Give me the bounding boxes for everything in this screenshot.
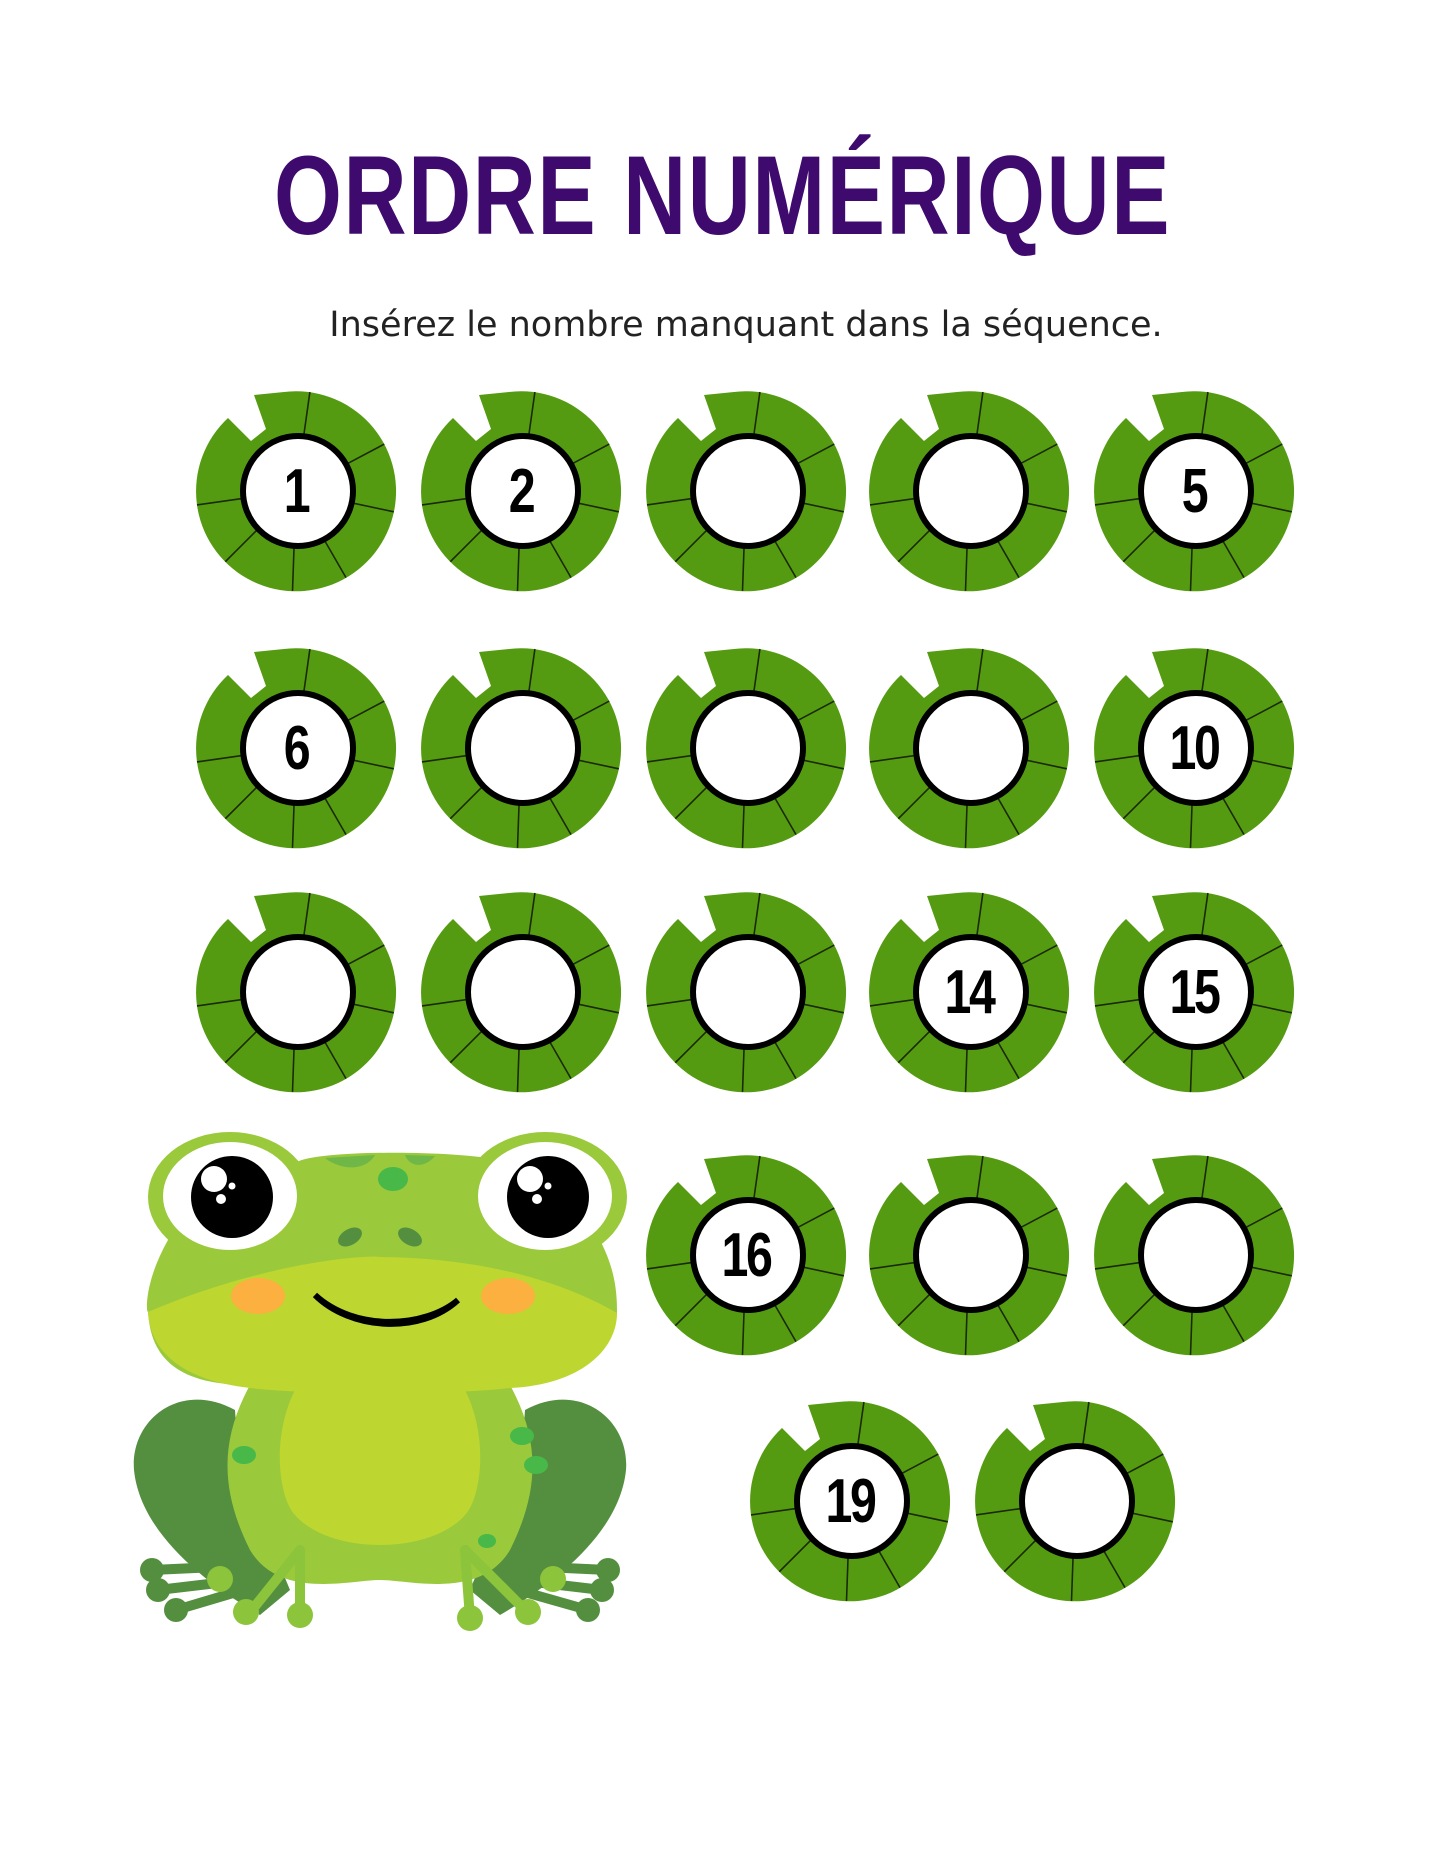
pad-number: [886, 385, 1051, 597]
pad-number: 1: [283, 456, 311, 526]
pad-number: 15: [1169, 957, 1220, 1027]
pad-number: 14: [944, 957, 995, 1027]
pad-number: [663, 886, 828, 1098]
page-title: ORDRE NUMÉRIQUE: [273, 133, 1172, 258]
lily-pad: 5: [1088, 385, 1300, 597]
pad-number: [992, 1395, 1157, 1607]
lily-pad-blank[interactable]: [640, 886, 852, 1098]
lily-pad-blank[interactable]: [863, 385, 1075, 597]
lily-pad: 1: [190, 385, 402, 597]
lily-pad: 16: [640, 1149, 852, 1361]
frog-illustration: [120, 1110, 640, 1750]
lily-pad-blank[interactable]: [415, 886, 627, 1098]
lily-pad: 19: [744, 1395, 956, 1607]
lily-pad-blank[interactable]: [640, 385, 852, 597]
pad-number: [663, 642, 828, 854]
pad-number: [438, 642, 603, 854]
instructions: Insérez le nombre manquant dans la séque…: [329, 305, 1163, 345]
pad-number: 10: [1169, 713, 1220, 783]
lily-pad-blank[interactable]: [863, 642, 1075, 854]
pad-number: [1111, 1149, 1276, 1361]
lily-pad-blank[interactable]: [863, 1149, 1075, 1361]
pad-number: [886, 642, 1051, 854]
lily-pad-blank[interactable]: [190, 886, 402, 1098]
pad-number: [438, 886, 603, 1098]
lily-pad: 6: [190, 642, 402, 854]
pad-number: [663, 385, 828, 597]
pad-number: 19: [825, 1466, 876, 1536]
frog-icon: [133, 1132, 627, 1631]
pad-number: 2: [508, 456, 536, 526]
lily-pad: 10: [1088, 642, 1300, 854]
lily-pad: 15: [1088, 886, 1300, 1098]
lily-pad-blank[interactable]: [415, 642, 627, 854]
lily-pad-blank[interactable]: [969, 1395, 1181, 1607]
pad-number: [886, 1149, 1051, 1361]
pad-number: [213, 886, 378, 1098]
pad-number: 5: [1181, 456, 1209, 526]
lily-pad: 2: [415, 385, 627, 597]
pad-number: 6: [283, 713, 311, 783]
lily-pad-blank[interactable]: [1088, 1149, 1300, 1361]
lily-pad: 14: [863, 886, 1075, 1098]
pad-number: 16: [721, 1220, 772, 1290]
lily-pad-blank[interactable]: [640, 642, 852, 854]
